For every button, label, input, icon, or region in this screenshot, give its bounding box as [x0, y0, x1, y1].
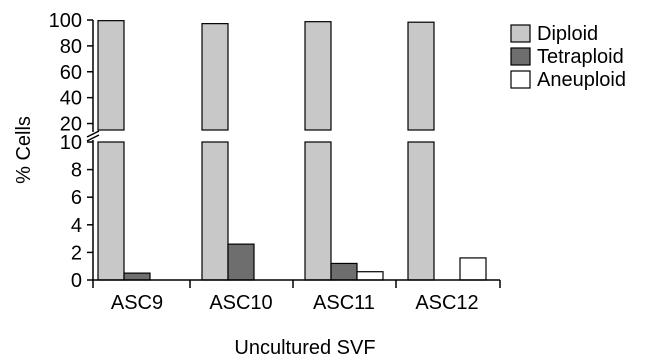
bar-diploid-asc11-upper	[304, 21, 332, 131]
axis-break-mark-lower	[86, 134, 100, 142]
legend-label-aneuploid: Aneuploid	[537, 69, 626, 91]
y-tick-label-6: 6	[71, 187, 82, 209]
bar-diploid-asc11-lower	[304, 141, 332, 281]
bar-diploid-asc10-lower	[201, 141, 229, 281]
legend-label-tetraploid: Tetraploid	[537, 46, 624, 68]
legend-label-diploid: Diploid	[537, 23, 598, 45]
bar-tetraploid-asc11	[330, 262, 358, 281]
y-tick-label-8: 8	[71, 160, 82, 182]
legend-swatch-tetraploid	[510, 47, 531, 66]
y-tick-label-80: 80	[60, 36, 82, 58]
bar-tetraploid-asc10	[227, 243, 255, 281]
x-tick-label-asc12: ASC12	[415, 292, 478, 314]
bar-diploid-asc12-lower	[407, 141, 435, 281]
axis-break-mark-upper	[86, 130, 100, 138]
legend-swatch-diploid	[510, 24, 531, 43]
bar-diploid-asc9-lower	[97, 141, 125, 281]
bar-diploid-asc12-upper	[407, 21, 435, 131]
bar-diploid-asc10-upper	[201, 23, 229, 131]
y-tick-label-2: 2	[71, 242, 82, 264]
legend-swatch-aneuploid	[510, 70, 531, 89]
y-tick-label-10: 10	[60, 132, 82, 154]
y-axis-label: % Cells	[13, 116, 35, 184]
x-axis-label: Uncultured SVF	[234, 337, 375, 359]
bar-aneuploid-asc12	[459, 257, 487, 281]
bar-tetraploid-asc9	[123, 272, 151, 281]
bar-aneuploid-asc11	[356, 271, 384, 281]
bar-diploid-asc9-upper	[97, 20, 125, 131]
x-tick-label-asc9: ASC9	[111, 292, 163, 314]
x-tick-label-asc10: ASC10	[209, 292, 272, 314]
y-tick-label-60: 60	[60, 62, 82, 84]
y-tick-label-40: 40	[60, 88, 82, 110]
y-tick-label-20: 20	[60, 114, 82, 136]
y-tick-label-0: 0	[71, 270, 82, 292]
y-tick-label-4: 4	[71, 215, 82, 237]
x-tick-label-asc11: ASC11	[313, 292, 375, 314]
chart-marks	[97, 20, 487, 281]
y-tick-label-100: 100	[49, 10, 82, 32]
